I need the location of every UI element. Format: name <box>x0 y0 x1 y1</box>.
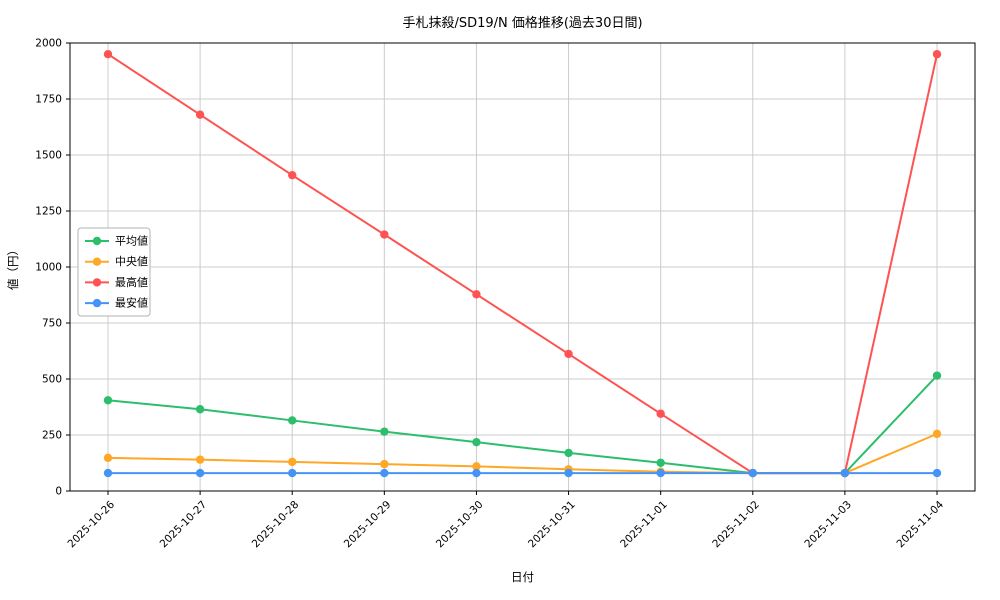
data-point-marker <box>288 468 297 478</box>
x-tick-label: 2025-10-28 <box>250 499 302 551</box>
data-point-marker <box>472 468 481 478</box>
x-tick-label: 2025-10-31 <box>526 499 578 551</box>
data-point-marker <box>932 468 942 478</box>
data-point-marker <box>103 468 113 478</box>
y-axis-label: 値（円） <box>6 244 20 290</box>
data-point-marker <box>103 50 113 59</box>
data-point-marker <box>932 50 942 59</box>
data-point-marker <box>656 409 665 418</box>
data-point-marker <box>380 459 389 469</box>
data-point-marker <box>288 170 297 180</box>
data-point-marker <box>656 468 665 478</box>
y-tick-label: 1750 <box>35 94 62 106</box>
data-point-marker <box>932 371 942 380</box>
data-point-marker <box>472 462 481 471</box>
legend-item-label: 中央値 <box>115 255 148 268</box>
data-point-marker <box>564 468 573 478</box>
data-point-marker <box>195 110 205 119</box>
legend-item-label: 最安値 <box>115 296 148 310</box>
data-point-marker <box>472 290 481 299</box>
x-tick-label: 2025-11-01 <box>618 499 670 551</box>
x-tick-label: 2025-10-30 <box>434 499 486 551</box>
legend-item-label: 最高値 <box>115 275 148 289</box>
data-point-marker <box>564 349 573 359</box>
y-tick-label: 750 <box>42 318 62 330</box>
y-tick-label: 2000 <box>35 38 62 50</box>
x-tick-label: 2025-10-29 <box>342 499 394 551</box>
legend-item-label: 平均値 <box>115 235 148 248</box>
y-tick-label: 1500 <box>35 150 62 162</box>
data-point-marker <box>748 468 757 478</box>
data-point-marker <box>103 453 113 463</box>
x-tick-label: 2025-10-27 <box>158 499 210 551</box>
y-tick-label: 1000 <box>35 262 62 274</box>
legend-swatch-marker <box>92 278 102 287</box>
data-point-marker <box>840 468 850 478</box>
data-point-marker <box>932 429 942 439</box>
data-point-marker <box>195 405 205 414</box>
y-tick-label: 0 <box>55 486 62 498</box>
data-point-marker <box>195 455 205 464</box>
data-point-marker <box>288 416 297 425</box>
data-point-marker <box>288 457 297 467</box>
data-point-marker <box>472 437 481 447</box>
x-tick-label: 2025-11-04 <box>894 498 946 550</box>
legend-swatch-marker <box>92 236 102 246</box>
y-tick-label: 1250 <box>35 206 62 218</box>
data-point-marker <box>380 427 389 436</box>
data-point-marker <box>195 468 205 478</box>
data-point-marker <box>380 468 389 478</box>
x-tick-label: 2025-10-26 <box>65 498 117 550</box>
x-tick-label: 2025-11-02 <box>710 499 762 551</box>
x-tick-label: 2025-11-03 <box>802 499 854 551</box>
legend-swatch-marker <box>92 257 102 266</box>
data-point-marker <box>103 396 113 405</box>
chart-title: 手札抹殺/SD19/N 価格推移(過去30日間) <box>402 15 642 31</box>
legend-swatch-marker <box>92 298 102 308</box>
data-point-marker <box>380 230 389 239</box>
x-axis-label: 日付 <box>511 570 534 584</box>
y-tick-label: 500 <box>42 374 62 386</box>
data-point-marker <box>656 458 665 467</box>
y-tick-label: 250 <box>42 430 62 442</box>
legend-box <box>77 227 151 317</box>
data-point-marker <box>564 448 573 458</box>
